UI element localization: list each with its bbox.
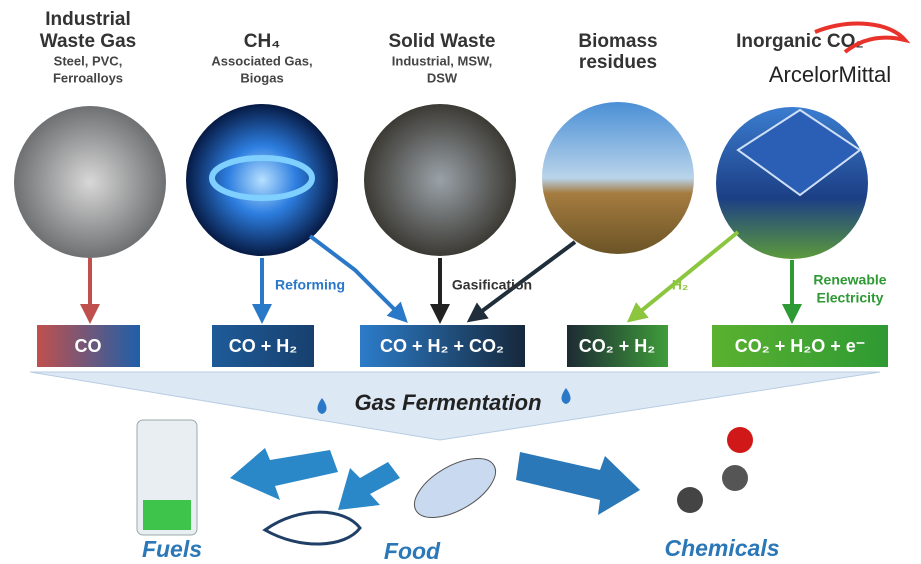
source-subtitle: Ferroalloys — [53, 70, 123, 85]
molecule — [677, 487, 703, 513]
photo — [542, 102, 694, 254]
gas-label: CO + H₂ — [229, 336, 298, 356]
route-label: Gasification — [452, 277, 532, 293]
gas-label: CO₂ + H₂O + e⁻ — [735, 336, 866, 356]
fish — [265, 512, 360, 544]
photo — [186, 104, 338, 256]
photo — [364, 104, 516, 256]
route-label: Electricity — [817, 290, 884, 306]
source-subtitle: Industrial, MSW, — [392, 53, 492, 68]
fuel-pump — [143, 500, 191, 530]
source-title: Biomass — [578, 31, 657, 52]
arrow — [230, 448, 338, 500]
source-subtitle: Associated Gas, — [211, 53, 312, 68]
bacterium — [405, 446, 505, 529]
photo — [14, 106, 166, 258]
source-title: Industrial — [45, 9, 131, 30]
diagram: Industrial Waste Gas Steel, PVC, Ferroal… — [0, 0, 921, 564]
source-title: Inorganic CO₂ — [736, 31, 864, 52]
logo-text: ArcelorMittal — [769, 62, 891, 87]
gas-label: CO₂ + H₂ — [579, 336, 656, 356]
source-subtitle: Biogas — [240, 70, 283, 85]
source-subtitle: DSW — [427, 70, 458, 85]
molecule — [722, 465, 748, 491]
source-subtitle: Steel, PVC, — [54, 53, 123, 68]
source-title: residues — [579, 52, 657, 73]
product-label: Chemicals — [664, 535, 779, 561]
source-title: Solid Waste — [389, 31, 496, 52]
arrow — [516, 452, 640, 515]
gas-label: CO — [75, 336, 102, 356]
source-title: CH₄ — [244, 31, 281, 52]
arrow — [338, 462, 400, 510]
process-label: Gas Fermentation — [354, 390, 541, 415]
product-label: Fuels — [142, 536, 202, 562]
gas-label: CO + H₂ + CO₂ — [380, 336, 504, 356]
source-title: Waste Gas — [40, 31, 136, 52]
product-label: Food — [384, 538, 441, 564]
route-label: Reforming — [275, 277, 345, 293]
route-label: Renewable — [813, 272, 886, 288]
route-label: H₂ — [672, 277, 688, 293]
molecule — [727, 427, 753, 453]
